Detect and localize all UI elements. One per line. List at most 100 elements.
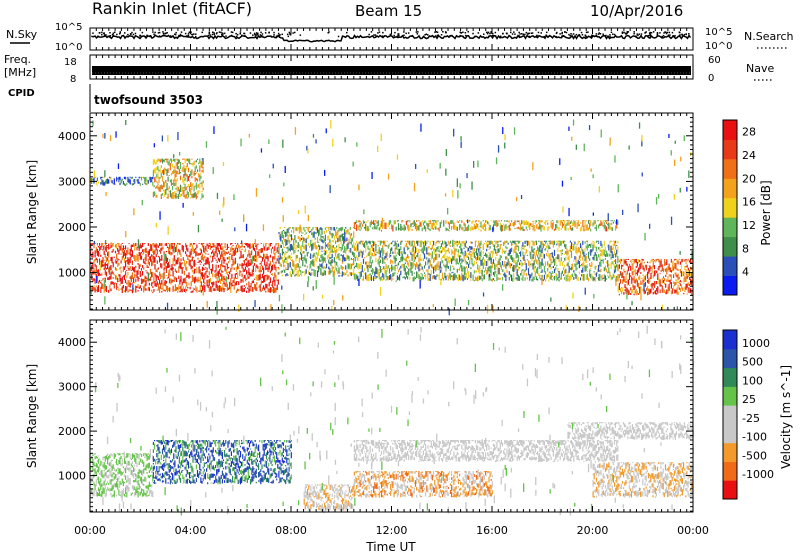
power-cell bbox=[177, 251, 179, 256]
power-cell bbox=[301, 238, 303, 240]
power-cell bbox=[114, 282, 117, 284]
velocity-cell bbox=[160, 440, 162, 445]
velocity-cell bbox=[118, 489, 120, 496]
velocity-cell bbox=[221, 479, 223, 484]
power-cell bbox=[451, 220, 453, 224]
power-cell bbox=[383, 258, 385, 264]
power-cell bbox=[590, 244, 592, 248]
velocity-cell bbox=[113, 483, 115, 488]
power-cell bbox=[522, 275, 524, 281]
power-cell bbox=[448, 230, 450, 232]
velocity-cell bbox=[200, 443, 202, 447]
velocity-cell bbox=[178, 456, 180, 464]
power-cell bbox=[233, 267, 235, 270]
power-cell bbox=[511, 247, 513, 252]
power-cell bbox=[133, 243, 135, 247]
power-cell bbox=[648, 288, 650, 295]
power-cell bbox=[312, 254, 314, 258]
power-cell bbox=[157, 171, 159, 179]
power-cell bbox=[114, 250, 117, 254]
power-cell bbox=[358, 278, 360, 286]
power-cell bbox=[254, 300, 256, 308]
power-cell bbox=[331, 253, 333, 258]
velocity-cell bbox=[93, 461, 95, 467]
power-cell bbox=[122, 285, 124, 289]
velocity-cell bbox=[181, 470, 183, 473]
power-cell bbox=[607, 274, 609, 277]
power-cell bbox=[459, 183, 461, 189]
power-cell bbox=[110, 176, 112, 182]
power-cell bbox=[394, 272, 396, 274]
velocity-cell bbox=[173, 441, 175, 447]
power-cell bbox=[167, 158, 169, 160]
power-cell bbox=[583, 274, 585, 281]
power-cell bbox=[333, 247, 335, 253]
velocity-cell bbox=[255, 475, 257, 478]
power-cell bbox=[579, 265, 582, 267]
power-cell bbox=[160, 243, 162, 247]
power-cell bbox=[522, 247, 524, 250]
power-cell bbox=[325, 263, 328, 269]
power-cell bbox=[299, 257, 302, 260]
power-cell bbox=[161, 135, 163, 142]
power-cell bbox=[111, 250, 113, 253]
power-cell bbox=[226, 243, 228, 250]
power-cell bbox=[487, 254, 489, 258]
velocity-cell bbox=[252, 453, 254, 457]
power-cell bbox=[408, 256, 410, 259]
power-cell bbox=[258, 274, 260, 281]
velocity-cell bbox=[243, 459, 245, 461]
power-cell bbox=[385, 245, 387, 247]
power-cell bbox=[558, 240, 560, 242]
power-cell bbox=[360, 221, 362, 225]
nave-bottom-tick: 0 bbox=[708, 73, 714, 84]
power-cell bbox=[174, 268, 176, 272]
power-cell bbox=[120, 260, 122, 264]
power-cell bbox=[199, 263, 201, 265]
power-cell bbox=[286, 239, 288, 245]
power-cell bbox=[603, 240, 605, 247]
power-cell bbox=[592, 212, 594, 216]
velocity-cell bbox=[137, 471, 139, 479]
power-cell bbox=[156, 281, 158, 286]
power-cell bbox=[229, 253, 231, 255]
power-cell bbox=[306, 237, 308, 240]
power-cell bbox=[313, 252, 315, 257]
velocity-cell bbox=[136, 481, 138, 484]
nsearch-dot bbox=[166, 32, 168, 34]
velocity-cell bbox=[207, 456, 209, 463]
power-cell bbox=[632, 271, 634, 276]
velocity-cell bbox=[112, 494, 114, 497]
velocity-cell bbox=[213, 479, 216, 484]
power-cell bbox=[253, 278, 256, 280]
power-cell bbox=[548, 253, 550, 259]
power-cell bbox=[284, 227, 286, 228]
power-cell bbox=[679, 187, 681, 193]
power-cell bbox=[486, 304, 489, 314]
power-cell bbox=[475, 277, 478, 281]
power-cell bbox=[264, 287, 266, 291]
nsearch-dot bbox=[223, 32, 226, 35]
power-cell bbox=[448, 251, 450, 254]
power-cell bbox=[489, 253, 491, 261]
power-cell bbox=[408, 224, 410, 232]
nsearch-dot bbox=[417, 31, 419, 33]
velocity-cell bbox=[247, 462, 249, 465]
velocity-cell bbox=[105, 455, 107, 460]
power-cell bbox=[125, 252, 127, 259]
power-cell bbox=[161, 185, 164, 190]
power-cell bbox=[270, 248, 273, 254]
power-cell bbox=[391, 242, 393, 245]
power-cell bbox=[421, 240, 423, 244]
power-cell bbox=[377, 220, 379, 227]
power-cell bbox=[161, 254, 163, 261]
power-cell bbox=[543, 274, 545, 280]
velocity-cell bbox=[90, 467, 92, 470]
nsearch-dot bbox=[261, 35, 264, 37]
nsearch-dot bbox=[564, 31, 566, 33]
power-cell bbox=[338, 267, 340, 274]
power-cell bbox=[550, 297, 552, 302]
power-cell bbox=[191, 266, 193, 269]
power-cell bbox=[534, 220, 536, 225]
power-cell bbox=[320, 234, 322, 242]
